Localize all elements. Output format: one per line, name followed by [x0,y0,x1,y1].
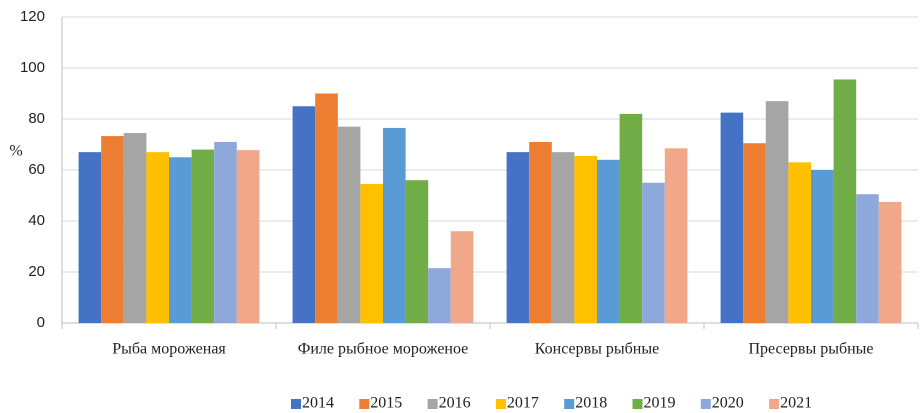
bar [146,152,169,323]
bar [236,150,260,323]
legend-label: 2014 [302,395,334,412]
x-tick-label: Пресервы рыбные [748,341,873,358]
bar [720,112,744,323]
x-tick-label: Консервы рыбные [535,341,659,358]
bar [405,180,429,323]
bar [315,93,338,323]
legend-label: 2017 [507,395,539,412]
bar [360,184,383,323]
y-tick-label: 80 [28,110,45,127]
bar [743,143,766,323]
legend-swatch [632,399,643,409]
bar [450,231,474,323]
bar [856,194,879,323]
bar [78,152,102,323]
bar [292,106,316,323]
bar [506,152,530,323]
bar [383,127,406,323]
legend-swatch [700,399,711,409]
bar [123,133,147,323]
x-tick-label: Филе рыбное мороженое [298,341,469,358]
legend-label: 2021 [780,395,812,412]
legend-label: 2016 [439,395,471,412]
bar [765,101,789,324]
bar [878,201,902,323]
bar [169,157,192,323]
y-tick-label: 120 [20,8,45,25]
y-tick-label: 20 [28,263,45,280]
legend-swatch [291,399,301,409]
bar [551,152,575,323]
legend-swatch [564,399,575,409]
legend-swatch [427,399,438,409]
legend-swatch [359,399,370,409]
bar [337,126,361,324]
bar [214,141,237,323]
bar [664,148,688,323]
y-tick-label: 100 [20,59,45,76]
bar [619,113,643,324]
y-tick-label: 60 [28,161,45,178]
legend-swatch [495,399,506,409]
bar [642,182,665,323]
legend-label: 2015 [370,395,402,412]
legend-label: 2018 [575,395,607,412]
bar [428,268,451,323]
bar [191,149,215,323]
x-tick-label: Рыба мороженая [112,341,226,358]
bar [833,79,857,323]
bar [811,170,834,323]
bar [574,155,597,323]
bar [597,159,620,323]
legend-label: 2020 [712,395,744,412]
bar [788,162,811,323]
legend-swatch [769,399,780,409]
bar [101,136,124,323]
y-axis-label: % [9,143,22,160]
bar [529,141,552,323]
y-tick-label: 40 [28,212,45,229]
y-tick-label: 0 [37,314,45,331]
legend-label: 2019 [644,395,676,412]
